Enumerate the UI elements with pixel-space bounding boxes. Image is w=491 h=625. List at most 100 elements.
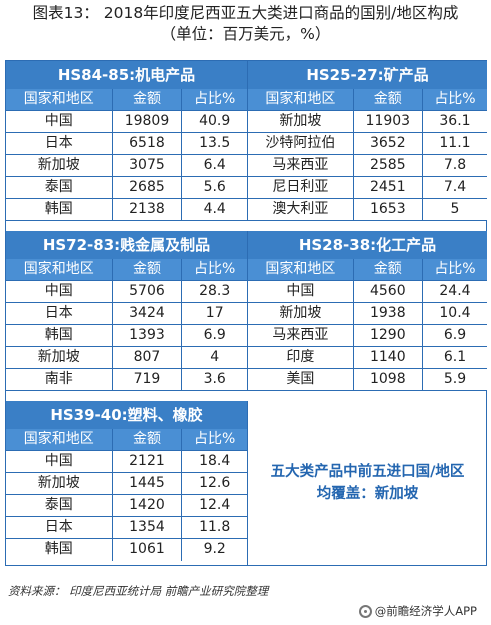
cell-amount: 6518 <box>112 132 183 156</box>
cell-country: 韩国 <box>6 538 113 561</box>
cell-share: 12.6 <box>181 472 247 496</box>
table-row: 新加坡 11903 36.1 <box>248 110 487 134</box>
cell-amount: 1290 <box>353 324 423 348</box>
cell-amount: 807 <box>112 346 183 370</box>
cell-amount: 1098 <box>353 368 423 392</box>
block-heading: HS72-83:贱金属及制品 <box>6 231 247 259</box>
cell-share: 17 <box>181 302 247 326</box>
cell-share: 4.4 <box>181 198 247 222</box>
col-amount: 金额 <box>353 259 423 282</box>
cell-country: 新加坡 <box>6 154 113 178</box>
col-amount: 金额 <box>353 89 423 112</box>
table-row: 马来西亚 2585 7.8 <box>248 154 487 178</box>
col-share: 占比% <box>181 89 247 112</box>
cell-amount: 1140 <box>353 346 423 370</box>
cell-share: 12.4 <box>181 494 247 518</box>
column-header-row: 国家和地区 金额 占比% <box>6 429 247 452</box>
table-row: 美国 1098 5.9 <box>248 368 487 392</box>
cell-amount: 4560 <box>353 280 423 304</box>
cell-share: 24.4 <box>422 280 487 304</box>
cell-country: 南非 <box>6 368 113 392</box>
block-heading: HS28-38:化工产品 <box>248 231 487 259</box>
cell-country: 泰国 <box>6 494 113 518</box>
table-row: 日本 6518 13.5 <box>6 132 247 156</box>
cell-share: 6.1 <box>422 346 487 370</box>
table-row: 南非 719 3.6 <box>6 368 247 392</box>
footer-brand: @前瞻经济学人APP <box>358 603 477 619</box>
cell-amount: 2451 <box>353 176 423 200</box>
col-share: 占比% <box>181 259 247 282</box>
table-row: 尼日利亚 2451 7.4 <box>248 176 487 200</box>
cell-share: 4 <box>181 346 247 370</box>
block-table: 国家和地区 金额 占比% 中国 4560 24.4 新加坡 1938 10.4 马来西亚… <box>248 259 487 392</box>
cell-amount: 1393 <box>112 324 183 348</box>
cell-amount: 19809 <box>112 110 183 134</box>
cell-country: 澳大利亚 <box>248 198 354 222</box>
cell-share: 28.3 <box>181 280 247 304</box>
cell-share: 5.9 <box>422 368 487 392</box>
summary-line-2: 均覆盖：新加坡 <box>316 486 419 502</box>
page-subtitle: （单位：百万美元，%） <box>160 25 331 43</box>
table-row: 沙特阿拉伯 3652 11.1 <box>248 132 487 156</box>
col-country: 国家和地区 <box>248 259 354 282</box>
col-share: 占比% <box>181 429 247 452</box>
cell-share: 7.8 <box>422 154 487 178</box>
table-row: 中国 4560 24.4 <box>248 280 487 304</box>
block-base-metals: HS72-83:贱金属及制品 国家和地区 金额 占比% 中国 5706 28.3 日… <box>6 231 247 392</box>
col-country: 国家和地区 <box>248 89 354 112</box>
page-title: 图表13： 2018年印度尼西亚五大类进口商品的国别/地区构成 <box>32 4 459 22</box>
column-header-row: 国家和地区 金额 占比% <box>6 259 247 282</box>
cell-country: 日本 <box>6 516 113 540</box>
cell-country: 印度 <box>248 346 354 370</box>
table-row: 澳大利亚 1653 5 <box>248 198 487 222</box>
cell-amount: 1420 <box>112 494 183 518</box>
cell-country: 日本 <box>6 302 113 326</box>
table-row: 中国 5706 28.3 <box>6 280 247 304</box>
col-country: 国家和地区 <box>6 259 113 282</box>
cell-country: 韩国 <box>6 324 113 348</box>
cell-share: 11.8 <box>181 516 247 540</box>
import-composition-grid: HS84-85:机电产品 国家和地区 金额 占比% 中国 19809 40.9 日本… <box>5 60 487 566</box>
cell-country: 马来西亚 <box>248 154 354 178</box>
block-plastics-rubber: HS39-40:塑料、橡胶 国家和地区 金额 占比% 中国 2121 18.4 新加… <box>6 401 247 561</box>
cell-share: 6.4 <box>181 154 247 178</box>
cell-country: 沙特阿拉伯 <box>248 132 354 156</box>
cell-share: 13.5 <box>181 132 247 156</box>
table-row: 日本 1354 11.8 <box>6 516 247 540</box>
block-heading: HS39-40:塑料、橡胶 <box>6 401 247 429</box>
cell-country: 美国 <box>248 368 354 392</box>
cell-amount: 2138 <box>112 198 183 222</box>
cell-country: 中国 <box>6 280 113 304</box>
table-row: 泰国 1420 12.4 <box>6 494 247 518</box>
table-row: 韩国 1393 6.9 <box>6 324 247 348</box>
cell-share: 36.1 <box>422 110 487 134</box>
block-table: 国家和地区 金额 占比% 新加坡 11903 36.1 沙特阿拉伯 3652 11.1 … <box>248 89 487 222</box>
summary-line-1: 五大类产品中前五进口国/地区 <box>270 464 465 480</box>
block-table: 国家和地区 金额 占比% 中国 5706 28.3 日本 3424 17 韩国 1393 6… <box>6 259 247 392</box>
cell-share: 10.4 <box>422 302 487 326</box>
cell-share: 5.6 <box>181 176 247 200</box>
cell-amount: 11903 <box>353 110 423 134</box>
table-row: 马来西亚 1290 6.9 <box>248 324 487 348</box>
cell-amount: 1061 <box>112 538 183 561</box>
cell-country: 韩国 <box>6 198 113 222</box>
block-table: 国家和地区 金额 占比% 中国 19809 40.9 日本 6518 13.5 新加坡 3… <box>6 89 247 222</box>
cell-share: 7.4 <box>422 176 487 200</box>
block-heading: HS84-85:机电产品 <box>6 61 247 89</box>
cell-amount: 2121 <box>112 450 183 474</box>
cell-amount: 1938 <box>353 302 423 326</box>
cell-country: 中国 <box>248 280 354 304</box>
cell-amount: 1445 <box>112 472 183 496</box>
cell-share: 5 <box>422 198 487 222</box>
col-country: 国家和地区 <box>6 89 113 112</box>
cell-amount: 1354 <box>112 516 183 540</box>
table-row: 韩国 2138 4.4 <box>6 198 247 222</box>
cell-share: 6.9 <box>422 324 487 348</box>
cell-country: 新加坡 <box>6 346 113 370</box>
cell-amount: 3652 <box>353 132 423 156</box>
table-row: 韩国 1061 9.2 <box>6 538 247 561</box>
cell-share: 6.9 <box>181 324 247 348</box>
table-row: 泰国 2685 5.6 <box>6 176 247 200</box>
summary-note: 五大类产品中前五进口国/地区 均覆盖：新加坡 <box>247 401 487 565</box>
cell-country: 新加坡 <box>6 472 113 496</box>
